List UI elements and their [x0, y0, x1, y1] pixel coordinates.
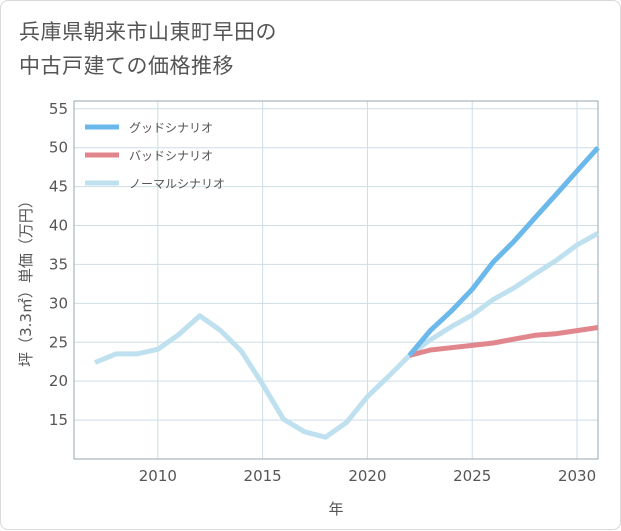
- series-line-normal: [94, 231, 600, 440]
- x-tick-label: 2010: [139, 467, 177, 485]
- x-tick-label: 2030: [558, 467, 596, 485]
- chart-title-line-2: 中古戸建ての価格推移: [19, 54, 234, 78]
- y-tick-label: 25: [49, 333, 68, 351]
- chart-title-line-1: 兵庫県朝来市山東町早田の: [19, 20, 277, 44]
- y-tick-label: 35: [49, 255, 68, 273]
- y-tick-label: 55: [49, 100, 68, 118]
- y-tick-label: 20: [49, 372, 68, 390]
- x-tick-label: 2025: [453, 467, 491, 485]
- x-tick-label: 2015: [244, 467, 282, 485]
- y-axis-label: 坪（3.3㎡）単価（万円）: [17, 193, 35, 367]
- y-tick-label: 15: [49, 411, 68, 429]
- y-tick-label: 30: [49, 294, 68, 312]
- legend-label-normal: ノーマルシナリオ: [129, 177, 225, 191]
- series-lines: [94, 146, 600, 440]
- y-tick-label: 40: [49, 217, 68, 235]
- legend-label-bad: バッドシナリオ: [129, 149, 213, 163]
- y-tick-label: 50: [49, 139, 68, 157]
- x-tick-label: 2020: [348, 467, 386, 485]
- chart-title: 兵庫県朝来市山東町早田の 中古戸建ての価格推移: [19, 15, 439, 83]
- legend-label-good: グッドシナリオ: [129, 121, 213, 135]
- x-axis-label: 年: [328, 500, 343, 518]
- plot-area-border: [73, 100, 599, 460]
- y-tick-label: 45: [49, 178, 68, 196]
- series-line-good: [407, 146, 600, 358]
- series-line-bad: [408, 325, 599, 358]
